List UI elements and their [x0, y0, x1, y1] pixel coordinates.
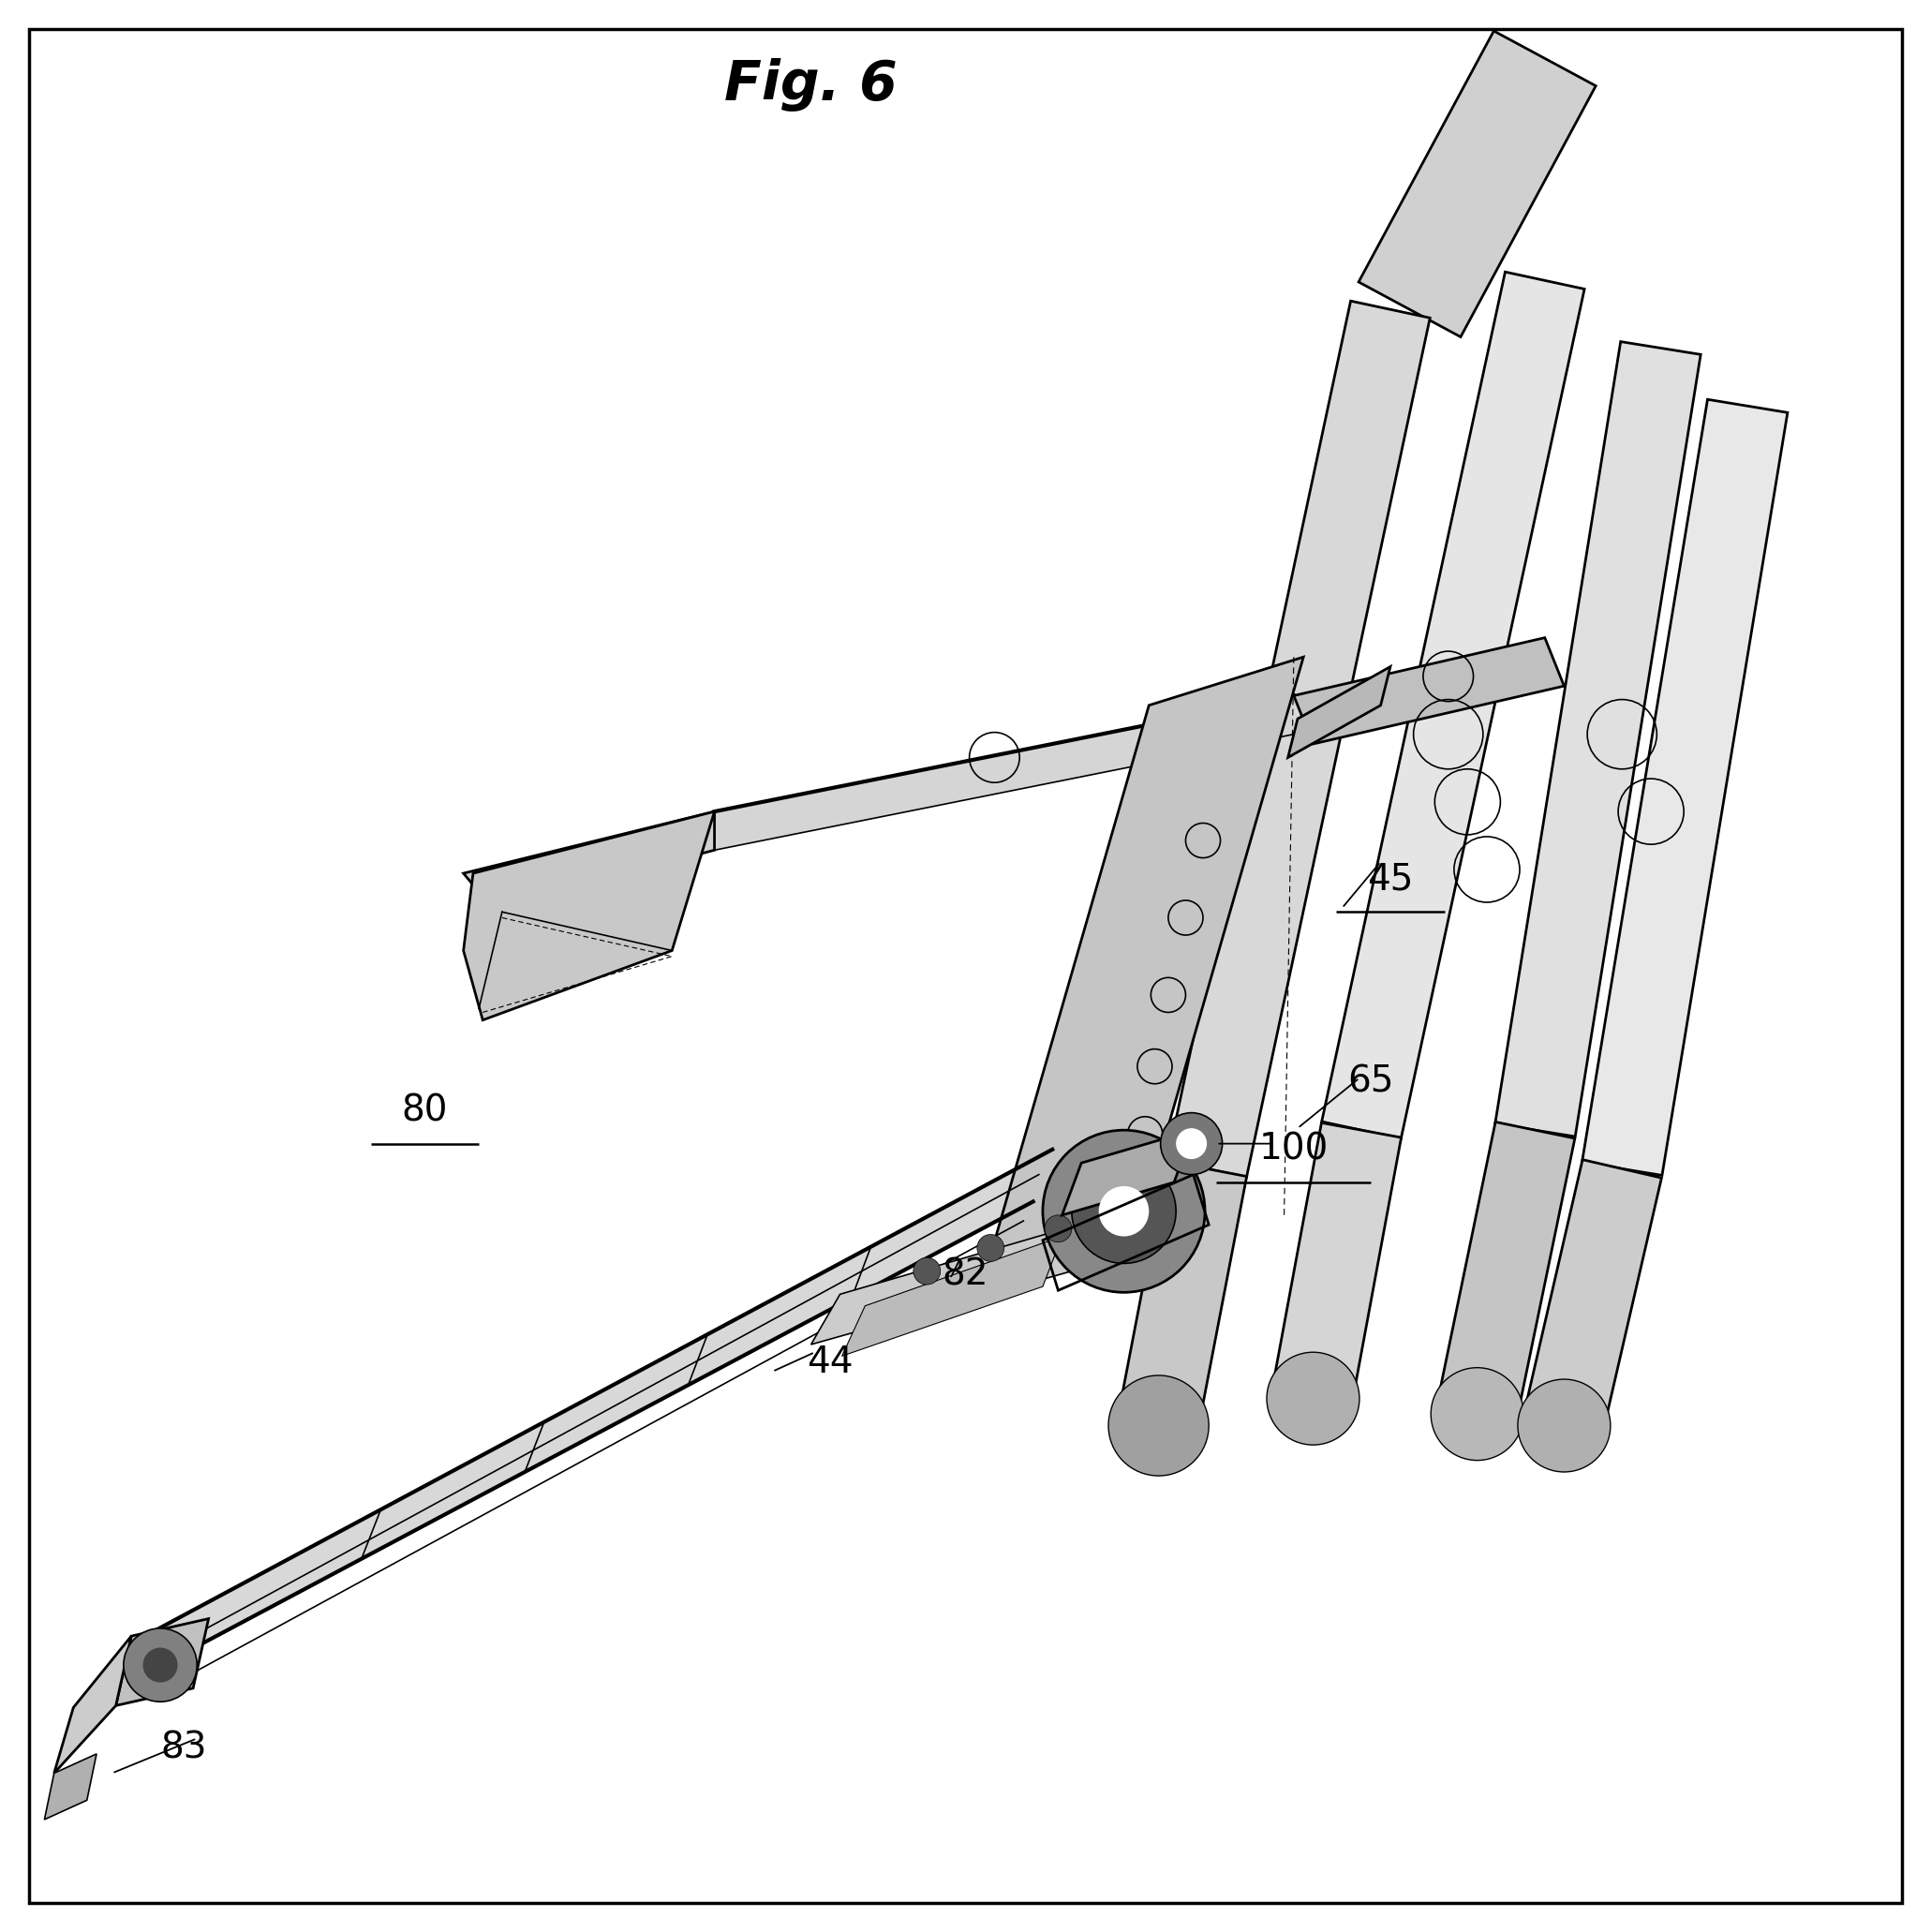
Text: 82: 82 — [942, 1258, 989, 1293]
Circle shape — [913, 1258, 940, 1285]
Polygon shape — [116, 1619, 209, 1706]
Polygon shape — [126, 1150, 1052, 1685]
Circle shape — [977, 1235, 1004, 1262]
Circle shape — [1045, 1215, 1072, 1242]
Polygon shape — [463, 811, 714, 1020]
Polygon shape — [1359, 31, 1595, 336]
Circle shape — [1267, 1352, 1359, 1445]
Polygon shape — [1273, 1122, 1402, 1399]
Polygon shape — [1288, 667, 1390, 757]
Polygon shape — [1581, 400, 1788, 1175]
Text: Fig. 6: Fig. 6 — [724, 58, 898, 112]
Circle shape — [1518, 1379, 1610, 1472]
Polygon shape — [1118, 1161, 1247, 1428]
Circle shape — [143, 1648, 178, 1683]
Polygon shape — [54, 1636, 131, 1774]
Polygon shape — [714, 696, 1294, 850]
Circle shape — [1108, 1376, 1209, 1476]
Text: 100: 100 — [1259, 1132, 1329, 1167]
Circle shape — [1072, 1159, 1176, 1264]
Polygon shape — [1294, 638, 1564, 744]
Text: 83: 83 — [160, 1731, 207, 1766]
Polygon shape — [842, 1236, 1062, 1356]
Circle shape — [1043, 1130, 1205, 1293]
Circle shape — [124, 1629, 197, 1702]
Polygon shape — [44, 1754, 97, 1820]
Circle shape — [1099, 1186, 1149, 1236]
Polygon shape — [811, 1221, 1091, 1345]
Polygon shape — [1525, 1159, 1661, 1430]
Polygon shape — [985, 657, 1303, 1275]
Polygon shape — [1495, 342, 1701, 1136]
Polygon shape — [1321, 272, 1585, 1138]
Circle shape — [1176, 1128, 1207, 1159]
Polygon shape — [463, 811, 714, 908]
Text: 80: 80 — [402, 1094, 448, 1128]
Polygon shape — [1062, 1130, 1193, 1215]
Text: 44: 44 — [807, 1345, 854, 1379]
Polygon shape — [1437, 1122, 1576, 1418]
Text: 65: 65 — [1348, 1065, 1394, 1099]
Circle shape — [1431, 1368, 1524, 1461]
Text: 45: 45 — [1367, 862, 1413, 896]
Circle shape — [1161, 1113, 1222, 1175]
Polygon shape — [1166, 301, 1431, 1177]
